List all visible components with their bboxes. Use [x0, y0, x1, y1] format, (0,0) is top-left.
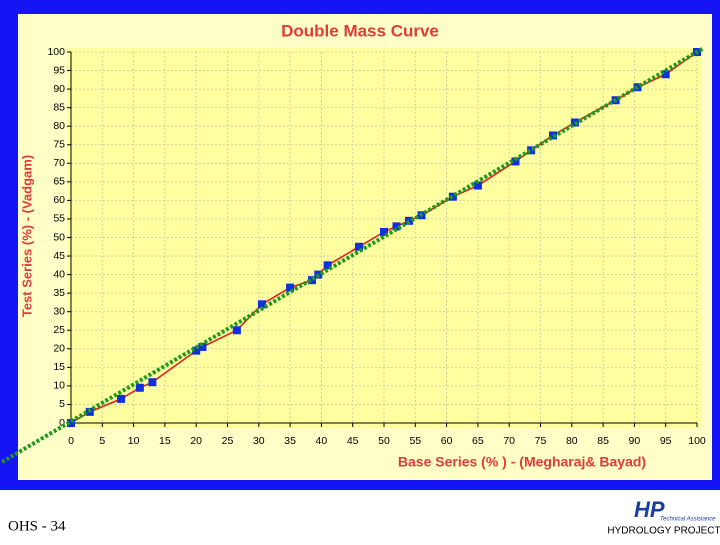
y-tick-label: 95	[53, 64, 65, 76]
x-tick-label: 95	[660, 435, 672, 447]
y-tick-label: 50	[53, 231, 65, 243]
y-tick-label: 0	[59, 417, 65, 429]
chart-title: Double Mass Curve	[281, 21, 439, 40]
logo-mark: HP	[634, 497, 665, 522]
x-tick-label: 70	[503, 435, 515, 447]
x-tick-label: 80	[566, 435, 578, 447]
y-tick-label: 100	[47, 46, 65, 58]
data-point	[308, 276, 317, 285]
x-tick-label: 55	[409, 435, 421, 447]
x-tick-label: 10	[128, 435, 140, 447]
x-tick-label: 60	[441, 435, 453, 447]
y-tick-label: 75	[53, 139, 65, 151]
x-tick-label: 65	[472, 435, 484, 447]
x-tick-label: 40	[316, 435, 328, 447]
x-tick-label: 90	[629, 435, 641, 447]
data-point	[148, 378, 157, 387]
plot-layer: 0510152025303540455055606570758085909510…	[1, 46, 706, 464]
y-tick-label: 60	[53, 194, 65, 206]
data-point	[67, 419, 75, 427]
y-tick-label: 85	[53, 101, 65, 113]
data-point	[232, 326, 241, 335]
y-tick-label: 10	[53, 380, 65, 392]
x-tick-label: 45	[347, 435, 359, 447]
x-tick-label: 75	[535, 435, 547, 447]
y-tick-label: 70	[53, 157, 65, 169]
data-point	[511, 157, 520, 166]
data-point	[192, 346, 201, 355]
slide-number: OHS - 34	[8, 518, 66, 534]
x-tick-label: 25	[222, 435, 234, 447]
data-point	[392, 222, 401, 231]
data-point	[286, 283, 295, 292]
y-axis-label: Test Series (%) - (Vadgam)	[19, 155, 34, 317]
data-point	[354, 242, 363, 251]
y-tick-label: 20	[53, 343, 65, 355]
y-tick-label: 25	[53, 324, 65, 336]
logo-box	[612, 496, 712, 536]
data-point	[323, 261, 332, 270]
x-tick-label: 50	[378, 435, 390, 447]
x-tick-label: 85	[597, 435, 609, 447]
logo-tagline: Technical Assistance	[660, 517, 716, 523]
series-line	[70, 51, 698, 424]
data-point	[473, 181, 482, 190]
data-point	[527, 146, 536, 155]
x-tick-label: 15	[159, 435, 171, 447]
y-tick-label: 15	[53, 361, 65, 373]
y-tick-label: 35	[53, 287, 65, 299]
data-point	[661, 70, 670, 79]
data-point	[198, 342, 207, 351]
y-tick-label: 65	[53, 176, 65, 188]
y-tick-label: 40	[53, 268, 65, 280]
data-point	[380, 227, 388, 236]
x-tick-label: 100	[688, 435, 706, 447]
data-point	[257, 300, 266, 309]
x-tick-label: 30	[253, 435, 265, 447]
y-tick-label: 5	[59, 398, 65, 410]
y-tick-label: 30	[53, 305, 65, 317]
y-tick-label: 55	[53, 213, 65, 225]
x-tick-label: 20	[190, 435, 202, 447]
x-tick-label: 35	[284, 435, 296, 447]
logo-name: HYDROLOGY PROJECT	[607, 526, 720, 537]
y-tick-label: 45	[53, 250, 65, 262]
data-point	[135, 383, 144, 392]
y-tick-label: 90	[53, 83, 65, 95]
y-tick-label: 80	[53, 120, 65, 132]
data-point	[117, 394, 126, 403]
x-axis-label: Base Series (% ) - (Megharaj& Bayad)	[398, 454, 646, 470]
x-tick-label: 0	[68, 435, 74, 447]
trend-line	[1, 46, 705, 464]
x-tick-label: 5	[99, 435, 105, 447]
